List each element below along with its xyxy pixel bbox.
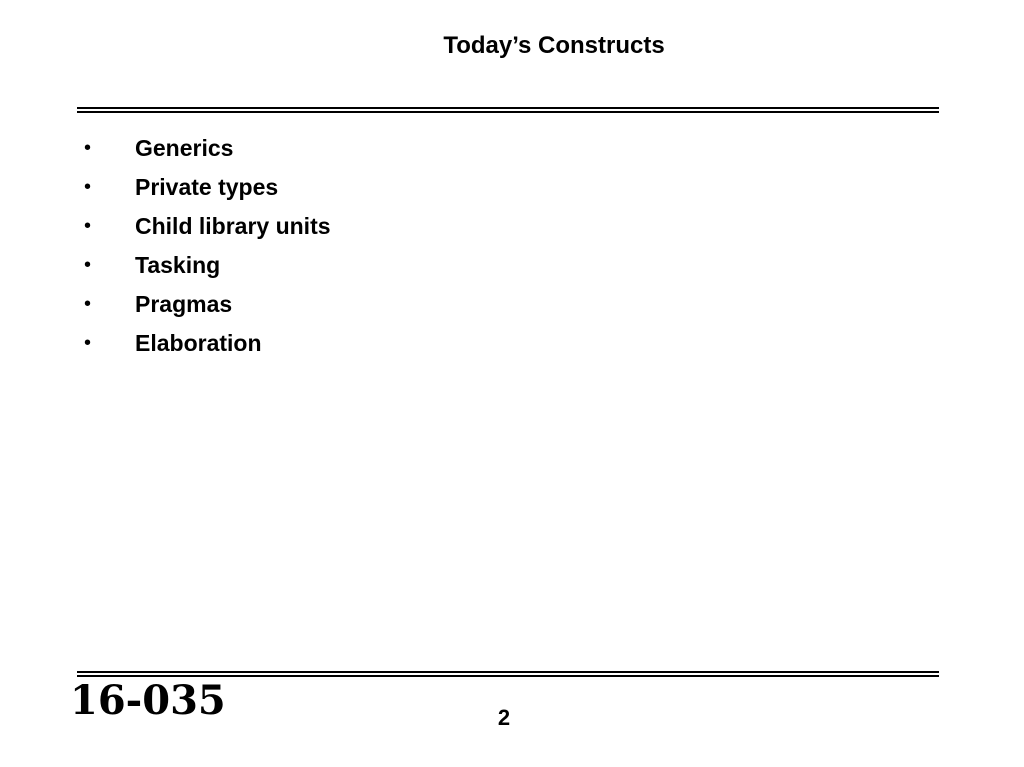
bullet-icon: •: [84, 254, 92, 276]
list-item: • Tasking: [82, 246, 331, 285]
bullet-text-tasking: Tasking: [135, 252, 221, 278]
bullet-icon: •: [84, 137, 92, 159]
list-item: • Generics: [82, 129, 331, 168]
list-item: • Elaboration: [82, 324, 331, 363]
bullet-text-private-types: Private types: [135, 174, 279, 200]
bullet-icon: •: [84, 293, 92, 315]
page-number: 2: [497, 705, 511, 730]
course-number: 16-035: [70, 677, 226, 724]
slide-title: Today’s Constructs: [443, 32, 665, 59]
list-item: • Pragmas: [82, 285, 331, 324]
list-item: • Private types: [82, 168, 331, 207]
bullet-icon: •: [84, 332, 92, 354]
list-item: • Child library units: [82, 207, 331, 246]
bullet-text-child-library-units: Child library units: [135, 213, 331, 239]
header-rule-top: [77, 107, 939, 109]
footer-rule-bottom: [77, 675, 939, 677]
header-rule-bottom: [77, 111, 939, 113]
bullet-text-pragmas: Pragmas: [135, 291, 233, 317]
bullet-text-elaboration: Elaboration: [135, 330, 262, 356]
bullet-list: • Generics • Private types • Child libra…: [82, 129, 331, 363]
bullet-icon: •: [84, 176, 92, 198]
bullet-icon: •: [84, 215, 92, 237]
footer-rule-top: [77, 671, 939, 673]
bullet-text-generics: Generics: [135, 135, 234, 161]
